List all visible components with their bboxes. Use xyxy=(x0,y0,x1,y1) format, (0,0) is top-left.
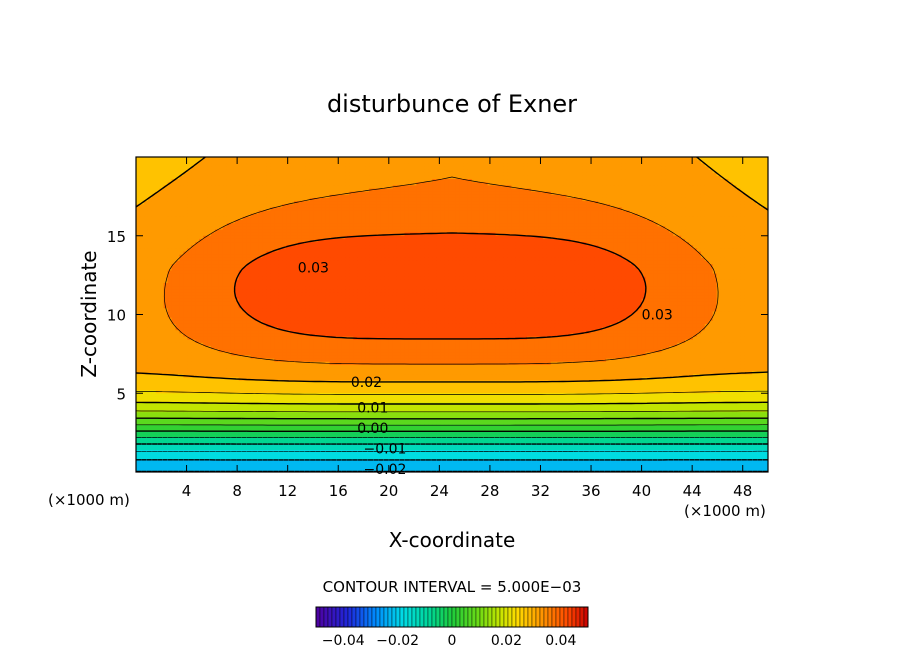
chart-title: disturbunce of Exner xyxy=(327,90,577,118)
